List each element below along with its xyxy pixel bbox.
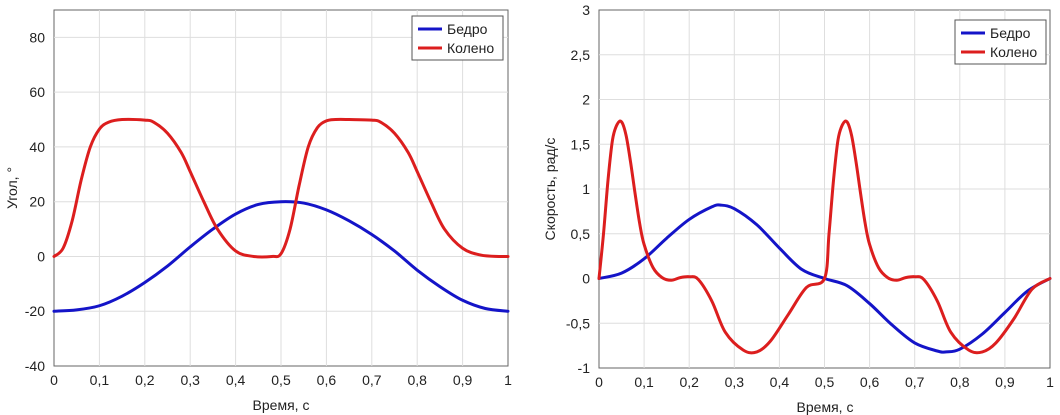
velocity-y-tick-label: -1 <box>578 360 591 376</box>
angle-legend-box <box>411 15 504 61</box>
angle-x-tick-label: 0,9 <box>453 372 473 388</box>
angle-y-tick-label: 80 <box>29 29 45 45</box>
angle-x-tick-label: 0,4 <box>226 372 246 388</box>
velocity-x-tick-label: 0,3 <box>725 374 745 390</box>
velocity-x-ticks: 0 0,1 0,2 0,3 0,4 0,5 0,6 0,7 0,8 0,9 1 <box>595 374 1054 390</box>
angle-hip-series-line <box>52 200 510 313</box>
angle-legend: Бедро Колено <box>411 15 504 61</box>
velocity-x-tick-label: 0 <box>595 374 603 390</box>
angle-y-tick-label: -40 <box>25 358 45 374</box>
velocity-legend-box <box>954 19 1047 65</box>
velocity-legend-hip-label: Бедро <box>990 25 1031 41</box>
angle-x-ticks: 0 0,1 0,2 0,3 0,4 0,5 0,6 0,7 0,8 0,9 1 <box>50 372 512 388</box>
velocity-knee-series-line <box>597 119 1052 355</box>
angle-knee-series-line <box>52 117 510 259</box>
angle-y-tick-label: 20 <box>29 194 45 210</box>
velocity-y-tick-label: 0,5 <box>571 226 591 242</box>
angle-y-tick-label: 60 <box>29 84 45 100</box>
angle-x-axis-label: Время, с <box>253 397 310 413</box>
angle-x-tick-label: 1 <box>504 372 512 388</box>
velocity-x-axis-label: Время, с <box>797 399 854 415</box>
angle-y-tick-label: 0 <box>37 248 45 264</box>
angle-y-axis-label: Угол, ° <box>4 167 20 209</box>
angle-legend-knee-label: Колено <box>447 40 494 56</box>
velocity-y-tick-label: 1 <box>582 181 590 197</box>
velocity-y-tick-label: 2,5 <box>571 47 591 63</box>
velocity-lines <box>597 119 1052 355</box>
angle-y-tick-label: -20 <box>25 303 45 319</box>
velocity-y-axis-label: Скорость, рад/с <box>542 138 558 241</box>
velocity-x-tick-label: 0,4 <box>770 374 790 390</box>
angle-y-tick-label: 40 <box>29 139 45 155</box>
velocity-y-tick-label: 0 <box>582 271 590 287</box>
velocity-chart: 0 0,1 0,2 0,3 0,4 0,5 0,6 0,7 0,8 0,9 1 -1 -0,5 0 0,5… <box>542 2 1054 415</box>
velocity-legend: Бедро Колено <box>954 19 1047 65</box>
angle-x-tick-label: 0,1 <box>90 372 110 388</box>
velocity-grid <box>599 10 1050 368</box>
angle-x-tick-label: 0,3 <box>180 372 200 388</box>
angle-x-tick-label: 0,7 <box>362 372 382 388</box>
angle-chart: 0 0,1 0,2 0,3 0,4 0,5 0,6 0,7 0,8 0,9 1 -40 -20 0 20 4… <box>4 9 512 413</box>
velocity-x-tick-label: 0,6 <box>860 374 880 390</box>
velocity-y-tick-label: 3 <box>582 2 590 18</box>
angle-y-ticks: -40 -20 0 20 40 60 80 <box>25 29 45 374</box>
velocity-x-tick-label: 0,1 <box>634 374 654 390</box>
velocity-x-tick-label: 1 <box>1046 374 1054 390</box>
velocity-y-tick-label: 2 <box>582 92 590 108</box>
angle-x-tick-label: 0,5 <box>271 372 291 388</box>
velocity-y-ticks: -1 -0,5 0 0,5 1 1,5 2 2,5 3 <box>566 2 590 376</box>
angle-x-tick-label: 0,2 <box>135 372 155 388</box>
velocity-x-tick-label: 0,8 <box>950 374 970 390</box>
velocity-y-tick-label: -0,5 <box>566 315 590 331</box>
angle-x-tick-label: 0 <box>50 372 58 388</box>
velocity-x-tick-label: 0,9 <box>995 374 1015 390</box>
angle-x-tick-label: 0,8 <box>407 372 427 388</box>
velocity-y-tick-label: 1,5 <box>571 136 591 152</box>
velocity-x-tick-label: 0,7 <box>905 374 925 390</box>
velocity-legend-knee-label: Колено <box>990 44 1037 60</box>
angle-legend-hip-label: Бедро <box>447 21 488 37</box>
velocity-x-tick-label: 0,2 <box>679 374 699 390</box>
angle-lines <box>52 117 510 313</box>
velocity-x-tick-label: 0,5 <box>815 374 835 390</box>
angle-x-tick-label: 0,6 <box>317 372 337 388</box>
